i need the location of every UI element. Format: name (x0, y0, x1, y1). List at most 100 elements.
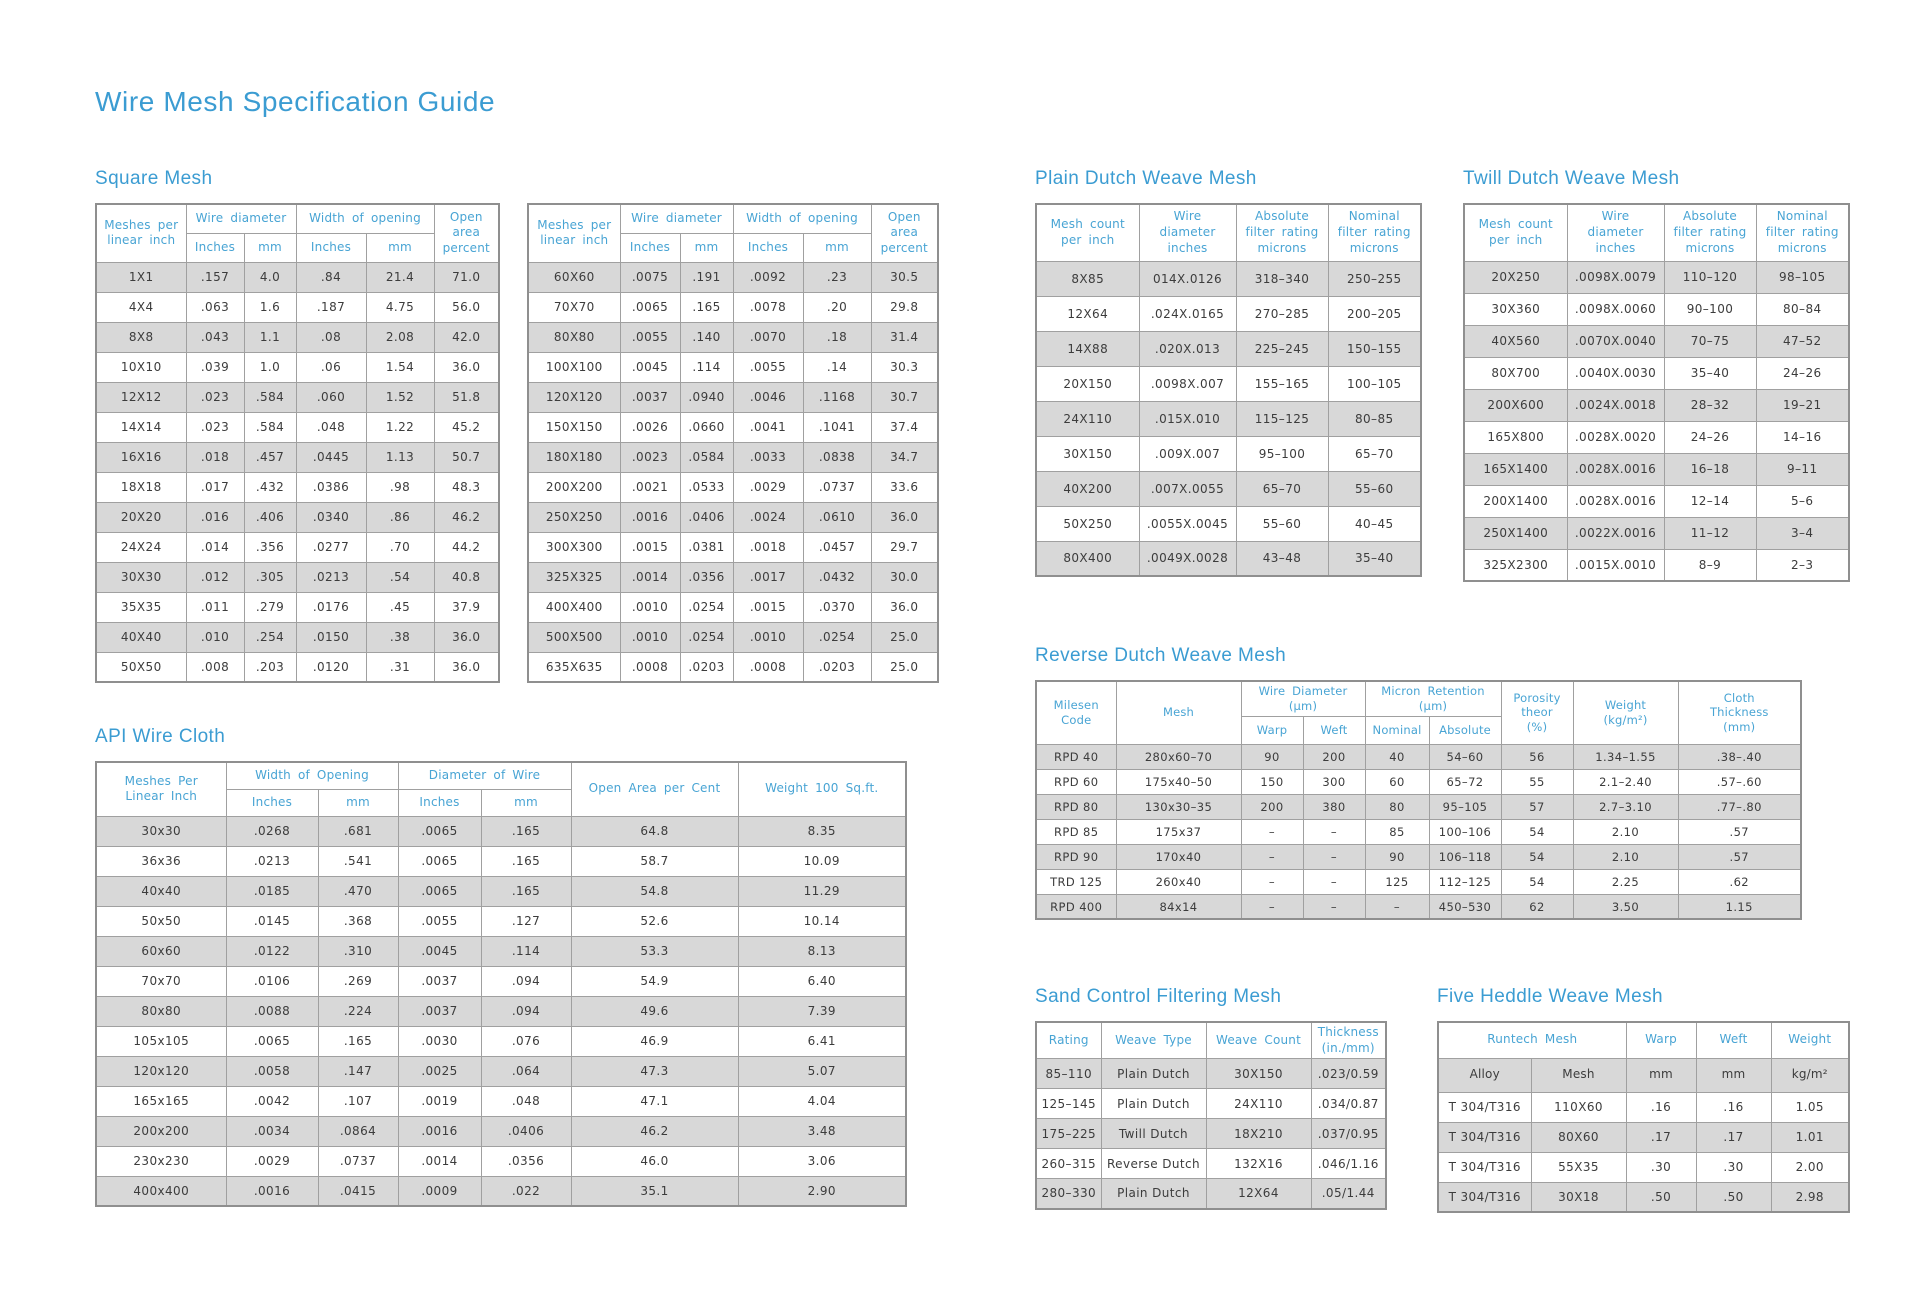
table-cell: 225–245 (1235, 330, 1329, 367)
table-cell: 170x40 (1115, 843, 1242, 870)
table-cell: .279 (243, 591, 297, 623)
table-cell: 400x400 (95, 1175, 227, 1207)
square-mesh-section: Square Mesh Meshes per linear inch Wire … (95, 168, 940, 683)
table-cell: .187 (295, 291, 367, 323)
table-cell: 2.98 (1770, 1181, 1850, 1213)
table-cell: 400X400 (527, 591, 621, 623)
table-header: Mesh count per inch Wire diameter inches… (1035, 203, 1422, 262)
table-cell: .0415 (317, 1175, 399, 1207)
col-header-nominal-filter-rating: Nominal filter rating microns (1755, 203, 1850, 262)
table-row: RPD 80 130x30–35 200 380 80 95–105 57 2.7–3.10.… (1035, 793, 1802, 820)
table-cell: 65–72 (1428, 768, 1502, 795)
table-cell: 30X30 (95, 561, 187, 593)
table-cell: 4.0 (243, 261, 297, 293)
table-cell: 125–145 (1035, 1088, 1102, 1120)
table-cell: 20X250 (1463, 260, 1568, 294)
table-cell: .127 (480, 905, 572, 937)
table-cell: – (1302, 843, 1366, 870)
table-row: RPD 60 175x40–50 150 300 60 65–72 55 2.1–2.40.5… (1035, 768, 1802, 795)
table-cell: .84 (295, 261, 367, 293)
table-cell: .0075 (619, 261, 681, 293)
table-cell: 30.0 (870, 561, 939, 593)
table-cell: .86 (365, 501, 435, 533)
square-mesh-tables: Meshes per linear inch Wire diameter Wid… (95, 203, 940, 683)
table-cell: .0203 (802, 651, 872, 683)
table-cell: .17 (1695, 1121, 1772, 1153)
table-cell: 280x60–70 (1115, 743, 1242, 770)
table-cell: 30X150 (1035, 435, 1140, 472)
table-cell: .0185 (225, 875, 319, 907)
table-row: 18X18.017.432.0386.98 48.3 (95, 471, 500, 503)
table-row: 150X150.0026.0660.0041.1041 37.4 (527, 411, 939, 443)
col-subheader-mm: mm (243, 232, 297, 263)
table-cell: 4X4 (95, 291, 187, 323)
table-row: 40X200.007X.0055 65–70 55–60 (1035, 470, 1422, 507)
table-cell: .008 (185, 651, 245, 683)
table-cell: 1.1 (243, 321, 297, 353)
col-header-open-area: Open area percent (870, 203, 939, 263)
table-cell: .356 (243, 531, 297, 563)
table-cell: 56.0 (433, 291, 500, 323)
table-cell: .310 (317, 935, 399, 967)
table-cell: 30X150 (1205, 1058, 1312, 1090)
table-cell: 54 (1500, 818, 1574, 845)
table-cell: .57 (1677, 843, 1802, 870)
table-cell: 40.8 (433, 561, 500, 593)
table-cell: .0040X.0030 (1566, 356, 1665, 390)
table-cell: .0737 (317, 1145, 399, 1177)
table-cell: .0203 (679, 651, 734, 683)
table-row: 1X1.157 4.0.84 21.4 71.0 (95, 261, 500, 293)
table-cell: .0041 (732, 411, 804, 443)
table-cell: .38–.40 (1677, 743, 1802, 770)
table-row: 300X300.0015.0381.0018.0457 29.7 (527, 531, 939, 563)
table-cell: 1.52 (365, 381, 435, 413)
table-cell: 250–255 (1327, 260, 1422, 297)
table-cell: 1.01 (1770, 1121, 1850, 1153)
col-subheader-inches: Inches (397, 788, 482, 817)
table-cell: 8X85 (1035, 260, 1140, 297)
table-cell: 34.7 (870, 441, 939, 473)
table-cell: 200X600 (1463, 388, 1568, 422)
table-cell: 47–52 (1755, 324, 1850, 358)
col-header-warp: Warp (1625, 1021, 1697, 1059)
table-cell: 30X360 (1463, 292, 1568, 326)
sand-control-heading: Sand Control Filtering Mesh (1035, 986, 1282, 1007)
table-cell: 36.0 (870, 591, 939, 623)
table-cell: .014 (185, 531, 245, 563)
table-cell: .0457 (802, 531, 872, 563)
table-cell: 3.06 (737, 1145, 907, 1177)
table-row: 14X88.020X.013 225–245 150–155 (1035, 330, 1422, 367)
table-cell: .0533 (679, 471, 734, 503)
table-cell: 2.10 (1572, 818, 1679, 845)
table-row: 80X400.0049X.0028 43–48 35–40 (1035, 540, 1422, 577)
table-row: 200x200.0034.0864.0016.0406 46.2 3.48 (95, 1115, 907, 1147)
table-cell: .0046 (732, 381, 804, 413)
five-heddle-section: Five Heddle Weave Mesh Runtech Mesh Warp… (1437, 986, 1851, 1213)
table-cell: .048 (295, 411, 367, 443)
table-cell: .0610 (802, 501, 872, 533)
table-cell: .114 (679, 351, 734, 383)
table-cell: T 304/T316 (1437, 1181, 1532, 1213)
square-mesh-heading: Square Mesh (95, 168, 213, 189)
table-cell: 80X400 (1035, 540, 1140, 577)
table-cell: 270–285 (1235, 295, 1329, 332)
table-cell: .0432 (802, 561, 872, 593)
table-cell: 51.8 (433, 381, 500, 413)
table-cell: 50.7 (433, 441, 500, 473)
table-cell: 71.0 (433, 261, 500, 293)
table-cell: 200X200 (527, 471, 621, 503)
table-cell: 112–125 (1428, 868, 1502, 895)
table-cell: .048 (480, 1085, 572, 1117)
table-cell: 4.75 (365, 291, 435, 323)
five-heddle-table-body: T 304/T316 110X60.16.16 1.05 T 304/T316 80X6… (1437, 1091, 1850, 1213)
col-subheader-inches: Inches (295, 232, 367, 263)
col-header-mesh: Mesh (1115, 680, 1242, 745)
table-cell: 1.0 (243, 351, 297, 383)
table-row: 35X35.011.279.0176.45 37.9 (95, 591, 500, 623)
table-cell: .0016 (225, 1175, 319, 1207)
table-cell: .0008 (619, 651, 681, 683)
table-row: RPD 85 175x37– –85 100–106 54 2.10.57 (1035, 818, 1802, 845)
table-row: 200X600.0024X.0018 28–32 19–21 (1463, 388, 1850, 422)
table-cell: .681 (317, 815, 399, 847)
